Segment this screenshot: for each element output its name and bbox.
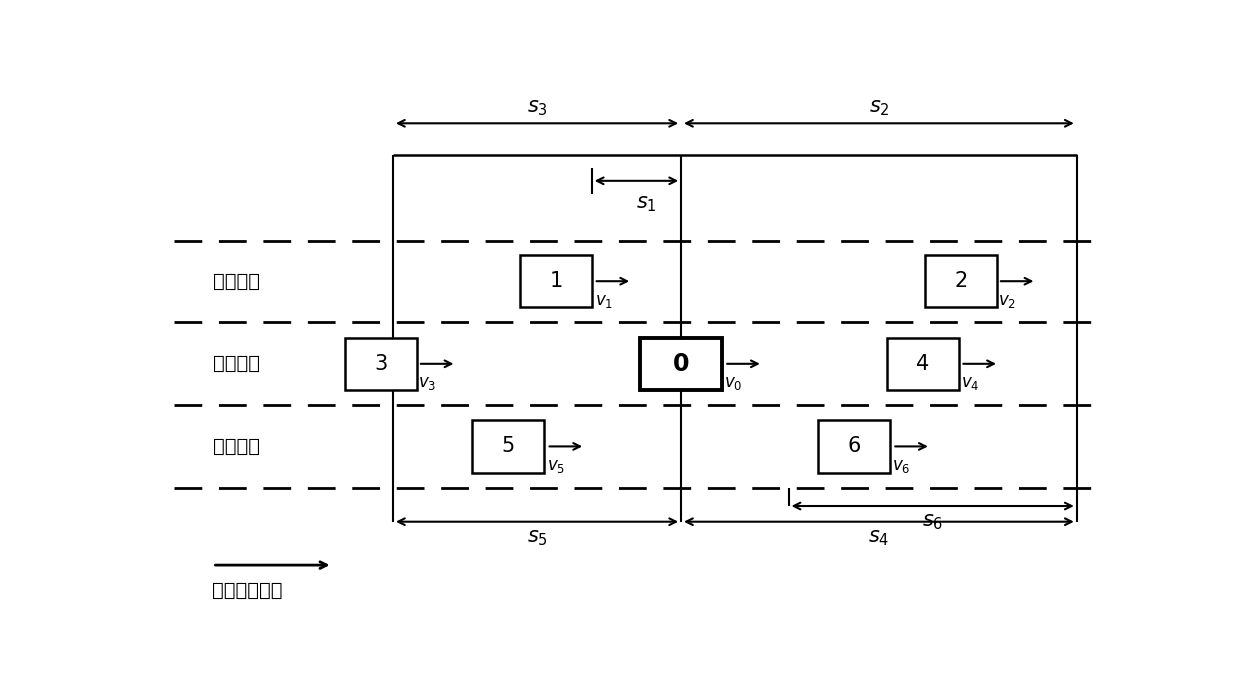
Text: $v_2$: $v_2$ (997, 292, 1016, 310)
Text: $s_3$: $s_3$ (527, 98, 548, 118)
Text: 4: 4 (917, 354, 929, 374)
Text: $v_6$: $v_6$ (892, 457, 911, 475)
Text: $s_6$: $s_6$ (922, 512, 943, 532)
Text: 1: 1 (550, 271, 563, 291)
Text: 6: 6 (847, 437, 861, 456)
Text: 3: 3 (374, 354, 387, 374)
Text: 5: 5 (502, 437, 515, 456)
Bar (926, 255, 997, 308)
Text: $s_4$: $s_4$ (869, 528, 890, 548)
Text: 2: 2 (955, 271, 968, 291)
Text: 当前车道: 当前车道 (213, 354, 260, 373)
Text: $v_4$: $v_4$ (960, 374, 979, 392)
Text: $v_5$: $v_5$ (546, 457, 565, 475)
Text: 左侧车道: 左侧车道 (213, 272, 260, 291)
Text: 右侧车道: 右侧车道 (213, 437, 260, 456)
Text: $s_1$: $s_1$ (636, 194, 657, 214)
Bar (472, 420, 544, 473)
Bar (344, 337, 416, 390)
Text: 0: 0 (673, 352, 689, 375)
Bar (520, 255, 592, 308)
Text: $s_2$: $s_2$ (869, 98, 890, 118)
Text: $v_3$: $v_3$ (418, 374, 436, 392)
Text: $s_5$: $s_5$ (527, 528, 548, 548)
Bar (641, 337, 722, 390)
Bar (818, 420, 890, 473)
Text: 车辆行騶方向: 车辆行騶方向 (213, 581, 282, 600)
Bar (887, 337, 959, 390)
Text: $v_1$: $v_1$ (595, 292, 613, 310)
Text: $v_0$: $v_0$ (725, 374, 742, 392)
